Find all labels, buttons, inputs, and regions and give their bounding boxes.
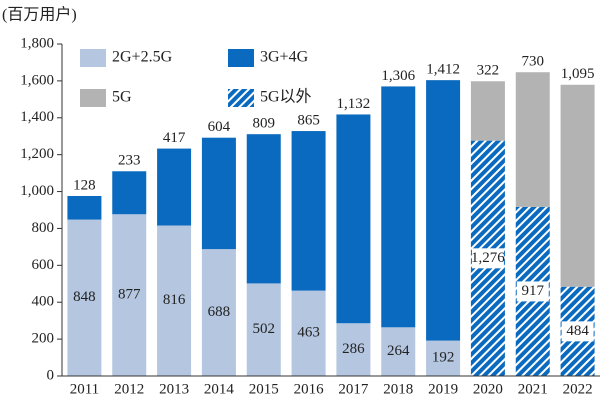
y-tick-label: 1,200 bbox=[20, 146, 54, 162]
value-label: 688 bbox=[208, 304, 231, 320]
bar-segment bbox=[291, 131, 326, 291]
x-tick-label: 2020 bbox=[473, 381, 503, 397]
value-label: 192 bbox=[432, 350, 455, 366]
bar-segment bbox=[201, 249, 236, 376]
x-tick-label: 2015 bbox=[249, 381, 279, 397]
y-tick-label: 1,400 bbox=[20, 109, 54, 125]
y-axis-title: (百万用户) bbox=[2, 6, 77, 24]
bar-segment bbox=[470, 81, 505, 141]
legend-label: 5G以外 bbox=[260, 88, 312, 106]
x-tick-label: 2014 bbox=[204, 381, 235, 397]
value-label: 877 bbox=[118, 287, 141, 303]
legend-label: 2G+2.5G bbox=[112, 49, 173, 66]
x-tick-label: 2016 bbox=[294, 381, 325, 397]
x-tick-label: 2018 bbox=[383, 381, 413, 397]
y-tick-label: 200 bbox=[32, 331, 55, 347]
y-tick-label: 1,000 bbox=[20, 183, 54, 199]
value-label: 128 bbox=[73, 177, 96, 193]
y-tick-label: 400 bbox=[32, 294, 55, 310]
x-tick-label: 2017 bbox=[338, 381, 369, 397]
value-label: 848 bbox=[73, 289, 96, 305]
y-tick-label: 800 bbox=[32, 220, 55, 236]
legend-swatch bbox=[80, 49, 106, 67]
value-label: 816 bbox=[163, 292, 186, 308]
value-label: 502 bbox=[253, 321, 276, 337]
bar-segment bbox=[157, 225, 192, 376]
bar-segment bbox=[426, 340, 461, 376]
bar-segment bbox=[157, 148, 192, 226]
value-label: 604 bbox=[208, 119, 231, 135]
y-tick-label: 600 bbox=[32, 257, 55, 273]
value-label: 1,306 bbox=[381, 68, 415, 84]
bar-segment bbox=[246, 283, 281, 376]
bar-segment bbox=[67, 195, 102, 220]
legend-label: 5G bbox=[112, 89, 132, 106]
label-bg bbox=[516, 281, 549, 302]
bar-segment bbox=[201, 137, 236, 250]
value-label: 809 bbox=[253, 116, 276, 132]
legend-swatch bbox=[80, 89, 106, 107]
bar-segment bbox=[112, 171, 147, 215]
bar-segment bbox=[426, 80, 461, 341]
x-tick-label: 2011 bbox=[70, 381, 99, 397]
bar-segment bbox=[515, 72, 550, 207]
legend-label: 3G+4G bbox=[260, 49, 309, 66]
bar-segment bbox=[381, 86, 416, 328]
bar-segment bbox=[291, 290, 326, 376]
x-tick-label: 2013 bbox=[159, 381, 189, 397]
value-label: 264 bbox=[387, 343, 410, 359]
bar-segment bbox=[336, 323, 371, 376]
y-tick-label: 1,600 bbox=[20, 72, 54, 88]
bar-segment bbox=[560, 84, 595, 287]
label-bg bbox=[471, 248, 504, 269]
value-label: 1,412 bbox=[426, 62, 460, 78]
value-label: 865 bbox=[297, 112, 320, 128]
value-label: 1,095 bbox=[561, 66, 595, 82]
value-label: 233 bbox=[118, 153, 141, 169]
y-tick-label: 1,800 bbox=[20, 35, 54, 51]
x-tick-label: 2012 bbox=[114, 381, 144, 397]
legend-swatch bbox=[228, 89, 254, 107]
value-label: 463 bbox=[297, 325, 320, 341]
bar-segment bbox=[246, 134, 281, 284]
bar-segment bbox=[112, 214, 147, 376]
x-tick-label: 2019 bbox=[428, 381, 458, 397]
value-label: 730 bbox=[522, 54, 545, 70]
value-label: 286 bbox=[342, 341, 365, 357]
bar-segment bbox=[67, 219, 102, 376]
legend-swatch bbox=[228, 49, 254, 67]
bar-segment bbox=[381, 327, 416, 376]
bar-segment bbox=[336, 114, 371, 324]
value-label: 917 bbox=[522, 283, 545, 299]
value-label: 322 bbox=[477, 63, 500, 79]
value-label: 417 bbox=[163, 130, 186, 146]
x-tick-label: 2021 bbox=[518, 381, 548, 397]
x-tick-label: 2022 bbox=[563, 381, 593, 397]
y-tick-label: 0 bbox=[47, 367, 55, 383]
value-label: 484 bbox=[566, 323, 589, 339]
value-label: 1,132 bbox=[337, 96, 371, 112]
value-label: 1,276 bbox=[471, 250, 505, 266]
label-bg bbox=[561, 321, 594, 342]
